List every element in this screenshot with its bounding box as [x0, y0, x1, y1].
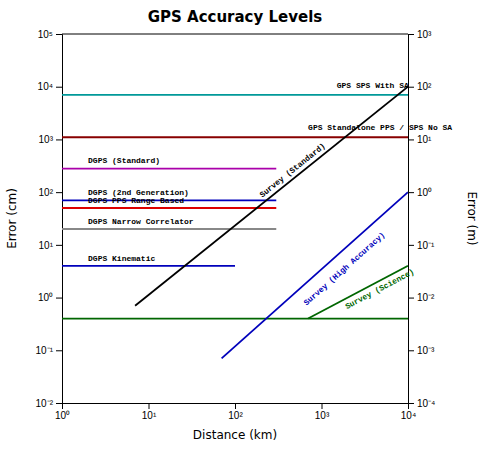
line	[62, 318, 408, 320]
frame	[62, 34, 408, 35]
x-axis: 10⁰ 10¹ 10² 10³ 10⁴	[55, 403, 416, 421]
tick: 10⁻²	[36, 398, 62, 409]
tick: 10⁰	[408, 187, 432, 198]
line	[62, 265, 235, 267]
tick: 10⁰	[38, 292, 62, 303]
tick-label: 10²	[417, 81, 432, 92]
chart: 10⁰10¹10²10³10⁴10⁻²10⁻¹10⁰10¹10²10³10⁴10…	[0, 0, 480, 449]
tick-mark	[56, 350, 62, 351]
y-axis: 10⁻² 10⁻¹ 10⁰ 10¹ 10² 10³ 10⁴ 10⁵	[36, 29, 63, 409]
tick-label: 10⁵	[38, 29, 53, 40]
y2-axis: 10⁻⁴ 10⁻³ 10⁻² 10⁻¹ 10⁰ 10¹ 10² 10³	[408, 29, 435, 409]
title: GPS Accuracy Levels	[148, 8, 323, 26]
tick-mark	[408, 192, 414, 193]
tick-mark	[408, 139, 414, 140]
tick-label: 10⁻¹	[417, 240, 435, 251]
tick-mark	[56, 192, 62, 193]
tick-mark	[56, 298, 62, 299]
tick: 10⁻³	[408, 345, 435, 356]
line	[62, 168, 276, 170]
annotation: DGPS PPS Range Based	[88, 196, 184, 205]
tick-label: 10¹	[417, 134, 432, 145]
line	[62, 207, 276, 209]
tick-mark	[56, 87, 62, 88]
tick-mark	[408, 87, 414, 88]
tick: 10¹	[408, 134, 432, 145]
tick: 10²	[408, 81, 432, 92]
tick-mark	[408, 34, 414, 35]
axis-line	[56, 35, 63, 404]
tick-label: 10⁴	[38, 81, 53, 92]
tick-label: 10³	[315, 410, 330, 421]
tick-label: 10¹	[142, 410, 157, 421]
line	[222, 192, 408, 358]
tick: 10⁴	[401, 403, 416, 421]
tick-label: 10³	[39, 134, 54, 145]
tick-mark	[56, 34, 62, 35]
axis-line	[63, 404, 409, 410]
tick-mark	[408, 403, 414, 404]
annotation: DGPS (Standard)	[88, 156, 160, 165]
line-label: Survey (Science)	[344, 267, 416, 311]
tick-label: 10⁻⁴	[417, 398, 435, 409]
annotation: DGPS Narrow Correlator	[88, 217, 194, 226]
tick: 10⁻²	[408, 292, 435, 303]
tick: 10¹	[142, 403, 157, 421]
tick-mark	[408, 245, 414, 246]
tick: 10³	[39, 134, 62, 145]
tick-label: 10²	[39, 187, 54, 198]
line	[62, 94, 408, 96]
tick: 10²	[228, 403, 243, 421]
tick-mark	[149, 403, 150, 409]
y-axis-title: Error (cm)	[5, 188, 19, 249]
tick: 10⁻⁴	[408, 398, 435, 409]
y2-axis-title: Error (m)	[465, 191, 479, 245]
line	[62, 136, 408, 138]
axis-line	[409, 35, 415, 404]
tick-mark	[56, 403, 62, 404]
tick-label: 10⁰	[417, 187, 432, 198]
line-label: Survey (Standard)	[258, 141, 327, 199]
tick-label: 10⁻¹	[36, 345, 54, 356]
tick-label: 10⁻³	[417, 345, 435, 356]
annotation: GPS SPS With SA	[337, 81, 409, 90]
tick: 10⁰	[55, 403, 70, 421]
tick: 10⁻¹	[36, 345, 62, 356]
tick-label: 10⁻²	[36, 398, 54, 409]
tick-mark	[235, 403, 236, 409]
tick-label: 10¹	[39, 240, 54, 251]
tick: 10⁻¹	[408, 240, 435, 251]
tick: 10³	[315, 403, 330, 421]
tick: 10⁴	[38, 81, 62, 92]
tick-label: 10³	[417, 29, 432, 40]
tick-mark	[408, 350, 414, 351]
tick-label: 10⁴	[401, 410, 416, 421]
tick-mark	[56, 139, 62, 140]
tick-mark	[322, 403, 323, 409]
tick-mark	[408, 298, 414, 299]
tick-label: 10⁰	[38, 292, 53, 303]
tick-label: 10⁻²	[417, 292, 435, 303]
tick: 10²	[39, 187, 62, 198]
x-axis-title: Distance (km)	[193, 428, 277, 442]
tick: 10⁵	[38, 29, 62, 40]
annotation: GPS Standalone PPS / SPS No SA	[308, 123, 452, 132]
annotations: GPS SPS With SA GPS Standalone PPS / SPS …	[88, 81, 452, 311]
tick-label: 10⁰	[55, 410, 70, 421]
annotation: DGPS Kinematic	[88, 254, 155, 263]
tick-label: 10²	[228, 410, 243, 421]
tick: 10¹	[39, 240, 62, 251]
tick: 10³	[408, 29, 432, 40]
plot: 10⁰10¹10²10³10⁴10⁻²10⁻¹10⁰10¹10²10³10⁴10…	[36, 29, 453, 421]
line	[62, 228, 276, 230]
tick-mark	[56, 245, 62, 246]
